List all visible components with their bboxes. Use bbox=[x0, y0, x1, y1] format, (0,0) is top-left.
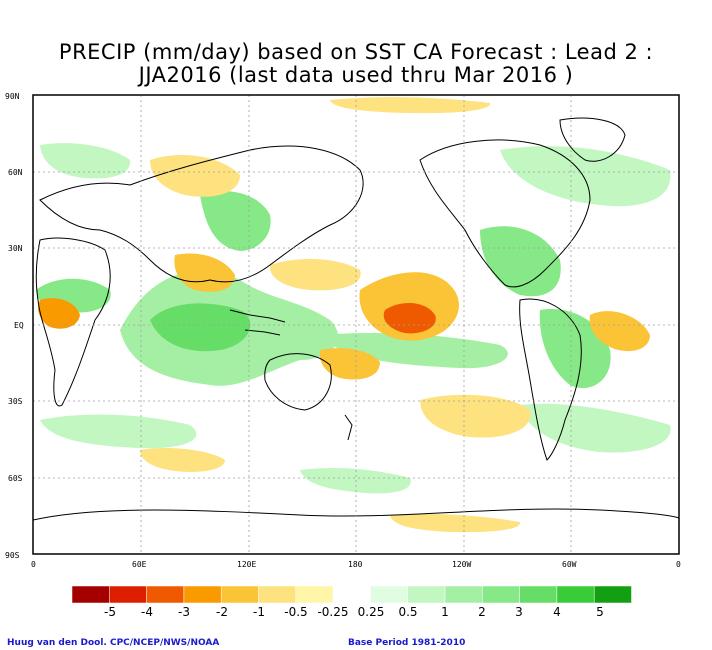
colorbar-swatch bbox=[444, 585, 483, 604]
lat-tick-label: 30S bbox=[8, 397, 23, 406]
dry-region-gulf-of-guinea bbox=[38, 298, 80, 329]
lat-tick-label: 30N bbox=[8, 244, 23, 253]
wet-anomaly-regions bbox=[36, 143, 671, 494]
lat-tick-label: 60S bbox=[8, 474, 23, 483]
lon-tick-label: 120W bbox=[452, 560, 471, 569]
colorbar-swatch bbox=[183, 585, 222, 604]
colorbar-swatch bbox=[332, 585, 371, 604]
dry-region-east-asia bbox=[174, 253, 235, 292]
colorbar-label: 5 bbox=[596, 605, 604, 619]
map-title-line1: PRECIP (mm/day) based on SST CA Forecast… bbox=[58, 40, 654, 64]
colorbar-swatch bbox=[370, 585, 408, 604]
coast-north-america bbox=[419, 139, 591, 288]
wet-region-central-asia bbox=[200, 191, 271, 251]
precip-map-figure: 90N 60N 30N EQ 30S 60S 90S 0 60E 120E 18… bbox=[5, 92, 681, 619]
graticule bbox=[33, 95, 679, 554]
colorbar: -5 -4 -3 -2 -1 -0.5 -0.25 0.25 0.5 1 2 3… bbox=[71, 585, 632, 619]
lat-tick-label: 60N bbox=[8, 168, 23, 177]
colorbar-labels: -5 -4 -3 -2 -1 -0.5 -0.25 0.25 0.5 1 2 3… bbox=[104, 605, 604, 619]
colorbar-swatches bbox=[71, 585, 632, 604]
colorbar-swatch bbox=[258, 585, 297, 604]
lat-tick-label: EQ bbox=[14, 321, 24, 330]
colorbar-label: -1 bbox=[253, 605, 265, 619]
coast-australia bbox=[264, 353, 332, 411]
coast-indonesia bbox=[229, 309, 286, 336]
credit-base-period: Base Period 1981-2010 bbox=[348, 638, 466, 648]
colorbar-label: 4 bbox=[553, 605, 561, 619]
dry-region-coral-sea bbox=[319, 348, 380, 380]
colorbar-swatch bbox=[482, 585, 520, 604]
credit-author: Huug van den Dool. CPC/NCEP/NWS/NOAA bbox=[7, 638, 220, 648]
colorbar-swatch bbox=[220, 585, 259, 604]
wet-region-southern-ocean bbox=[300, 467, 411, 494]
coast-eurasia bbox=[39, 145, 364, 283]
colorbar-label: -4 bbox=[141, 605, 153, 619]
dry-region-north-pacific bbox=[269, 258, 361, 291]
colorbar-label: -0.5 bbox=[284, 605, 307, 619]
colorbar-label: 2 bbox=[478, 605, 486, 619]
colorbar-label: -3 bbox=[178, 605, 190, 619]
coast-antarctica bbox=[33, 508, 679, 521]
dry-core-central-pacific bbox=[383, 303, 436, 334]
map-plot-area bbox=[33, 95, 679, 554]
map-title-line2: JJA2016 (last data used thru Mar 2016 ) bbox=[138, 63, 574, 87]
lon-tick-label: 0 bbox=[676, 560, 681, 569]
colorbar-swatch bbox=[295, 585, 334, 604]
wet-region-arctic-canada bbox=[500, 146, 671, 207]
wet-region-europe bbox=[40, 143, 131, 179]
colorbar-label: 0.5 bbox=[398, 605, 417, 619]
coastlines bbox=[33, 117, 679, 521]
coast-greenland bbox=[559, 117, 626, 162]
colorbar-label: -2 bbox=[216, 605, 228, 619]
lon-tick-label: 120E bbox=[237, 560, 256, 569]
dry-region-brazil-coast bbox=[589, 311, 650, 352]
colorbar-swatch bbox=[407, 585, 446, 604]
colorbar-label: 3 bbox=[515, 605, 523, 619]
dry-region-arctic-ocean bbox=[330, 97, 491, 114]
lat-tick-label: 90S bbox=[5, 551, 20, 560]
lon-tick-label: 60W bbox=[562, 560, 577, 569]
colorbar-label: 1 bbox=[441, 605, 449, 619]
wet-region-north-america bbox=[480, 226, 561, 297]
dry-region-south-pacific bbox=[420, 394, 531, 438]
colorbar-label: -5 bbox=[104, 605, 116, 619]
coast-new-zealand bbox=[344, 414, 353, 441]
wet-region-south-pacific-east bbox=[520, 403, 671, 453]
colorbar-swatch bbox=[556, 585, 595, 604]
lon-tick-label: 180 bbox=[348, 560, 363, 569]
wet-region-south-atlantic bbox=[40, 414, 197, 449]
lon-tick-label: 60E bbox=[132, 560, 147, 569]
colorbar-label: 0.25 bbox=[358, 605, 385, 619]
dry-region-southern-indian bbox=[140, 448, 225, 472]
wet-core-indian-ocean bbox=[150, 303, 251, 352]
map-frame bbox=[32, 94, 680, 555]
colorbar-swatch bbox=[71, 585, 110, 604]
coast-south-america bbox=[519, 298, 582, 461]
colorbar-swatch bbox=[109, 585, 147, 604]
lon-axis: 0 60E 120E 180 120W 60W 0 bbox=[31, 560, 681, 569]
colorbar-swatch bbox=[593, 585, 632, 604]
lat-tick-label: 90N bbox=[5, 92, 20, 101]
lat-axis: 90N 60N 30N EQ 30S 60S 90S bbox=[5, 92, 24, 560]
colorbar-label: -0.25 bbox=[317, 605, 348, 619]
dry-anomaly-regions bbox=[38, 97, 650, 533]
colorbar-swatch bbox=[146, 585, 185, 604]
dry-region-siberia bbox=[150, 155, 240, 197]
dry-region-antarctic-edge bbox=[390, 513, 521, 533]
wet-region-pacific bbox=[320, 333, 508, 369]
lon-tick-label: 0 bbox=[31, 560, 36, 569]
colorbar-swatch bbox=[519, 585, 558, 604]
